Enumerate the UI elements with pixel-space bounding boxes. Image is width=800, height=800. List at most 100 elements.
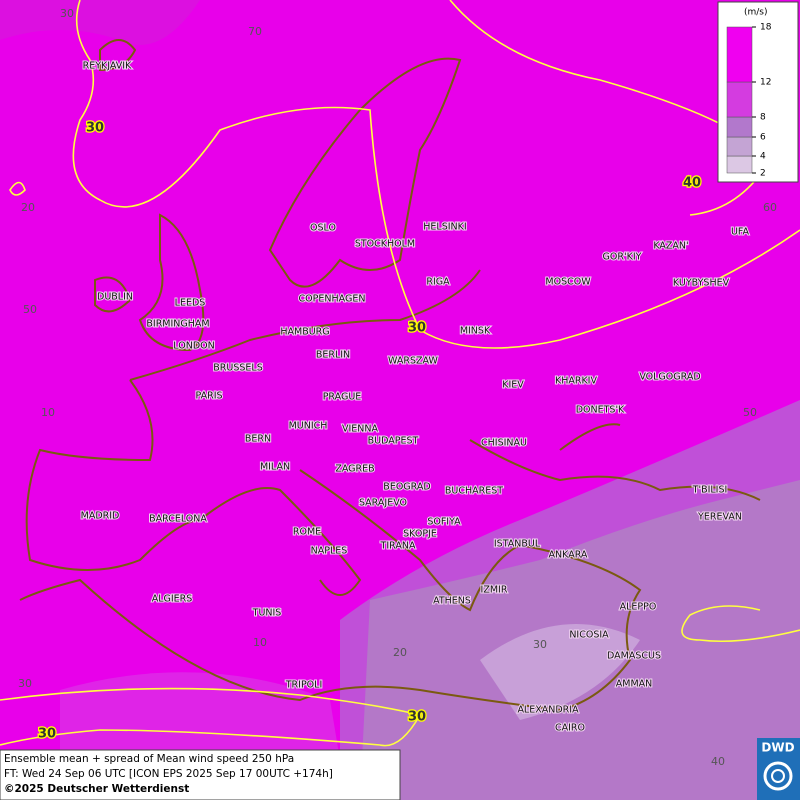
grid-label: 40 — [711, 755, 725, 768]
contour-label: 30 — [38, 727, 56, 742]
grid-label: 30 — [18, 677, 32, 690]
city-label: BARCELONA — [149, 514, 207, 525]
city-label: CAIRO — [555, 723, 585, 734]
legend-label: 6 — [760, 133, 766, 143]
legend-swatch — [726, 136, 753, 157]
grid-label: 60 — [763, 201, 777, 214]
city-label: COPENHAGEN — [299, 294, 366, 305]
grid-label: 50 — [23, 303, 37, 316]
grid-label: 20 — [21, 201, 35, 214]
city-label: ALEXANDRIA — [517, 705, 579, 716]
logo: DWD — [761, 741, 794, 755]
city-label: MILAN — [260, 462, 290, 473]
city-label: SOFIYA — [427, 517, 461, 528]
city-label: STOCKHOLM — [355, 239, 415, 250]
coastlines — [19, 39, 761, 712]
city-label: BUDAPEST — [368, 436, 419, 447]
city-label: LONDON — [173, 341, 214, 352]
legend-label: 18 — [760, 23, 772, 33]
contour-label: 30 — [86, 121, 104, 136]
city-label: ZAGREB — [335, 464, 374, 475]
city-label: DAMASCUS — [607, 651, 661, 662]
city-label: VIENNA — [342, 424, 379, 435]
city-label: DONETS'K — [576, 405, 625, 416]
city-label: MINSK — [460, 326, 491, 337]
logo-icon — [771, 769, 785, 783]
city-label: NICOSIA — [569, 630, 609, 641]
city-label: MOSCOW — [545, 277, 591, 288]
legend-swatch — [726, 26, 753, 83]
city-label: KHARKIV — [555, 376, 598, 387]
city-label: BERLIN — [316, 350, 350, 361]
city-label: NAPLES — [311, 546, 348, 557]
city-label: PRAGUE — [323, 392, 362, 403]
city-label: HAMBURG — [280, 327, 329, 338]
city-label: UFA — [731, 227, 750, 238]
city-label: SARAJEVO — [359, 498, 407, 509]
city-label: YEREVAN — [697, 512, 742, 523]
footer-line: ©2025 Deutscher Wetterdienst — [4, 783, 189, 795]
city-label: DUBLIN — [97, 292, 133, 303]
legend-unit: (m/s) — [744, 8, 768, 18]
city-label: CHISINAU — [481, 438, 527, 449]
contour-label: 40 — [683, 176, 701, 191]
city-label: MUNICH — [289, 421, 328, 432]
legend-label: 2 — [760, 169, 766, 179]
grid-label: 20 — [393, 646, 407, 659]
city-label: ATHENS — [433, 596, 471, 607]
city-label: WARSZAW — [388, 356, 438, 367]
contour-label: 30 — [408, 321, 426, 336]
footer-box — [0, 749, 401, 800]
city-label: KIEV — [502, 380, 524, 391]
footer-line: FT: Wed 24 Sep 06 UTC [ICON EPS 2025 Sep… — [4, 768, 333, 780]
legend-swatch — [726, 81, 753, 118]
legend-label: 12 — [760, 78, 771, 88]
city-label: BUCHAREST — [445, 486, 503, 497]
grid-label: 10 — [41, 406, 55, 419]
grid-label: 30 — [60, 7, 74, 20]
contour-label: 30 — [408, 710, 426, 725]
grid-label: 50 — [743, 406, 757, 419]
city-label: ROME — [293, 527, 321, 538]
city-label: ALGIERS — [152, 594, 193, 605]
city-label: TIRANA — [380, 541, 416, 552]
legend: (m/s) 2 4 6 8 12 18 — [717, 1, 799, 183]
city-label: BEOGRAD — [383, 482, 430, 493]
city-label: SKOPJE — [403, 529, 437, 540]
city-label: KUYBYSHEV — [673, 278, 730, 289]
grid-label: 70 — [248, 25, 262, 38]
city-label: PARIS — [195, 391, 222, 402]
city-label: IZMIR — [481, 585, 508, 596]
footer-line: Ensemble mean + spread of Mean wind spee… — [4, 753, 294, 765]
city-label: GOR'KIY — [603, 252, 642, 263]
city-label: REYKJAVIK — [83, 61, 132, 72]
contours — [0, 0, 800, 747]
logo-icon — [763, 761, 793, 791]
city-label: OSLO — [310, 223, 336, 234]
grid-label: 30 — [533, 638, 547, 651]
city-label: MADRID — [81, 511, 120, 522]
city-label: BRUSSELS — [213, 363, 262, 374]
legend-swatch — [726, 116, 753, 138]
city-label: BIRMINGHAM — [146, 319, 209, 330]
city-label: VOLGOGRAD — [639, 372, 700, 383]
city-label: HELSINKI — [423, 222, 466, 233]
city-label: TRIPOLI — [285, 680, 323, 691]
city-label: T'BILISI — [692, 485, 728, 496]
grid-label: 10 — [253, 636, 267, 649]
city-label: TUNIS — [252, 608, 282, 619]
legend-swatch — [726, 155, 753, 174]
shade — [0, 0, 200, 45]
legend-label: 8 — [760, 113, 766, 123]
city-label: RIGA — [426, 277, 450, 288]
city-label: BERN — [245, 434, 271, 445]
city-label: ANKARA — [549, 550, 588, 561]
city-label: ALEPPO — [620, 602, 657, 613]
legend-label: 4 — [760, 152, 766, 162]
city-label: LEEDS — [175, 298, 206, 309]
city-label: KAZAN' — [653, 241, 688, 252]
city-label: ISTANBUL — [494, 539, 541, 550]
spread-region — [480, 624, 640, 720]
city-label: AMMAN — [616, 679, 653, 690]
